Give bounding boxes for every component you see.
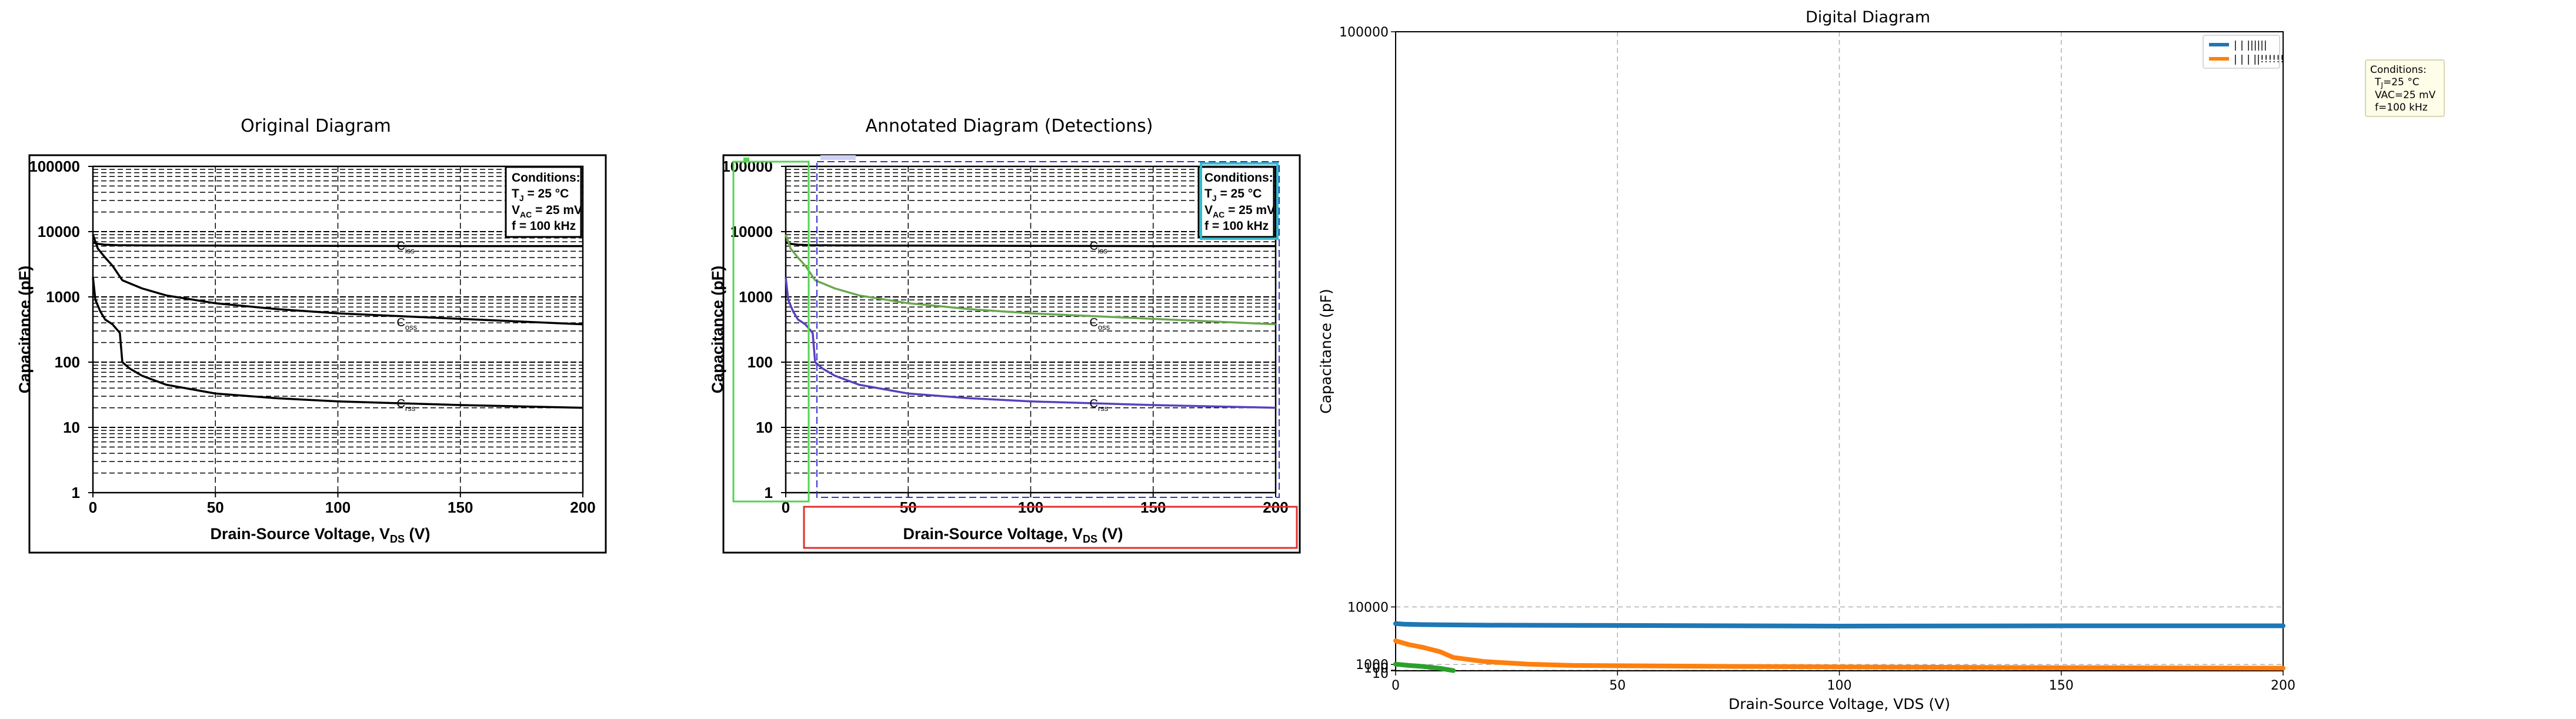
digital-x-tick-label: 100 — [1827, 678, 1852, 693]
crss-curve — [92, 277, 583, 409]
y-tick-label: 1000 — [46, 288, 80, 306]
legend-label-coss: | | | ||!!!!!! — [2234, 53, 2284, 65]
digital-crss-curve — [1393, 661, 1456, 673]
coss-curve — [785, 234, 1276, 326]
digital-coss-curve — [1393, 638, 2285, 671]
digital-x-tick-label: 150 — [2049, 678, 2074, 693]
y-tick-label: 1000 — [739, 288, 773, 306]
conditions-tj: TJ = 25 °C — [512, 187, 569, 203]
y-tick-label: 1 — [72, 484, 80, 501]
digital-y-tick-label: 1000 — [1356, 658, 1389, 673]
y-tick-label: 10 — [63, 419, 80, 436]
conditions-title: Conditions: — [1204, 171, 1273, 185]
y-axis-label: Capacitance (pF) — [16, 266, 34, 394]
conditions-title: Conditions: — [512, 171, 580, 185]
y-tick-label: 1 — [765, 484, 773, 501]
digital-y-tick-label: 10000 — [1347, 600, 1389, 615]
digital-conditions-frame — [2365, 59, 2445, 117]
original-panel: Original Diagram 1 10 100 1000 10000 100000 0 5… — [16, 116, 607, 554]
digital-x-axis-label: Drain-Source Voltage, VDS (V) — [1729, 695, 1950, 713]
coss-label: Coss — [396, 316, 417, 332]
y-tick-label: 100000 — [29, 158, 80, 175]
conditions-box — [1197, 166, 1275, 238]
y-tick-label: 100 — [748, 353, 773, 371]
x-tick-label: 150 — [448, 499, 473, 516]
original-datasheet-plot: 1 10 100 1000 10000 100000 0 50 100 150 200 Capacit… — [16, 158, 596, 545]
x-axis-label: Drain-Source Voltage, VDS (V) — [210, 525, 430, 545]
digital-plot-area — [1396, 32, 2283, 671]
ciss-curve — [92, 241, 583, 248]
ciss-curve — [785, 241, 1276, 248]
y-axis-label: Capacitance (pF) — [709, 266, 726, 394]
ciss-label: Ciss — [1089, 240, 1107, 255]
conditions-vac: VAC = 25 mV — [1204, 203, 1275, 219]
original-title: Original Diagram — [241, 116, 391, 136]
digital-x-tick-label: 50 — [1609, 678, 1626, 693]
x-tick-label: 0 — [782, 499, 790, 516]
x-tick-label: 200 — [570, 499, 595, 516]
digital-y-tick-label: 100 — [1364, 661, 1389, 676]
x-tick-label: 50 — [207, 499, 224, 516]
digital-conditions-title: Conditions: — [2370, 64, 2427, 76]
digital-y-tick-label: 100000 — [1339, 25, 1389, 40]
conditions-freq: f = 100 kHz — [512, 219, 576, 233]
digital-x-tick-label: 200 — [2271, 678, 2295, 693]
crss-label: Crss — [396, 397, 415, 413]
annotated-panel: Annotated Diagram (Detections) 1 10 100 100… — [709, 116, 1301, 554]
annotated-title: Annotated Diagram (Detections) — [866, 116, 1153, 136]
digital-conditions-vac: VAC=25 mV — [2375, 89, 2436, 101]
conditions-box — [505, 166, 582, 238]
conditions-freq: f = 100 kHz — [1204, 219, 1269, 233]
digital-y-tick-label: 10 — [1372, 667, 1389, 681]
conditions-tj: TJ = 25 °C — [1204, 187, 1262, 203]
legend-label-ciss: | | |||||| — [2234, 39, 2267, 51]
crss-label: Crss — [1089, 397, 1108, 413]
y-tick-label: 100 — [55, 353, 80, 371]
detection-box-conditions — [1200, 162, 1279, 240]
digital-title: Digital Diagram — [1806, 8, 1930, 26]
digital-y-axis-label: Capacitance (pF) — [1317, 289, 1334, 413]
x-axis-label: Drain-Source Voltage, VDS (V) — [903, 525, 1123, 545]
coss-label: Coss — [1089, 316, 1110, 332]
digital-conditions-box: Conditions: TJ=25 °C VAC=25 mV f=100 kHz — [2365, 59, 2445, 117]
crss-curve — [785, 277, 1276, 409]
detection-tag-blue — [820, 155, 856, 160]
y-tick-label: 10000 — [730, 223, 773, 240]
digital-legend: | | |||||| | | | ||!!!!!! — [2203, 35, 2284, 69]
detection-box-x-axis — [803, 506, 1298, 549]
detection-tag-green — [743, 158, 749, 161]
digital-x-tick-label: 0 — [1392, 678, 1400, 693]
y-tick-label: 10 — [756, 419, 773, 436]
x-tick-label: 100 — [325, 499, 351, 516]
ciss-label: Ciss — [396, 240, 415, 255]
detection-box-y-axis — [732, 160, 810, 503]
detection-box-plot-area — [816, 161, 1280, 498]
x-tick-label: 0 — [89, 499, 97, 516]
digital-conditions-freq: f=100 kHz — [2375, 102, 2428, 113]
y-tick-label: 10000 — [38, 223, 80, 240]
coss-curve — [92, 234, 583, 326]
digital-ciss-curve — [1393, 621, 2285, 628]
conditions-vac: VAC = 25 mV — [512, 203, 582, 219]
digital-conditions-tj: TJ=25 °C — [2374, 76, 2420, 89]
